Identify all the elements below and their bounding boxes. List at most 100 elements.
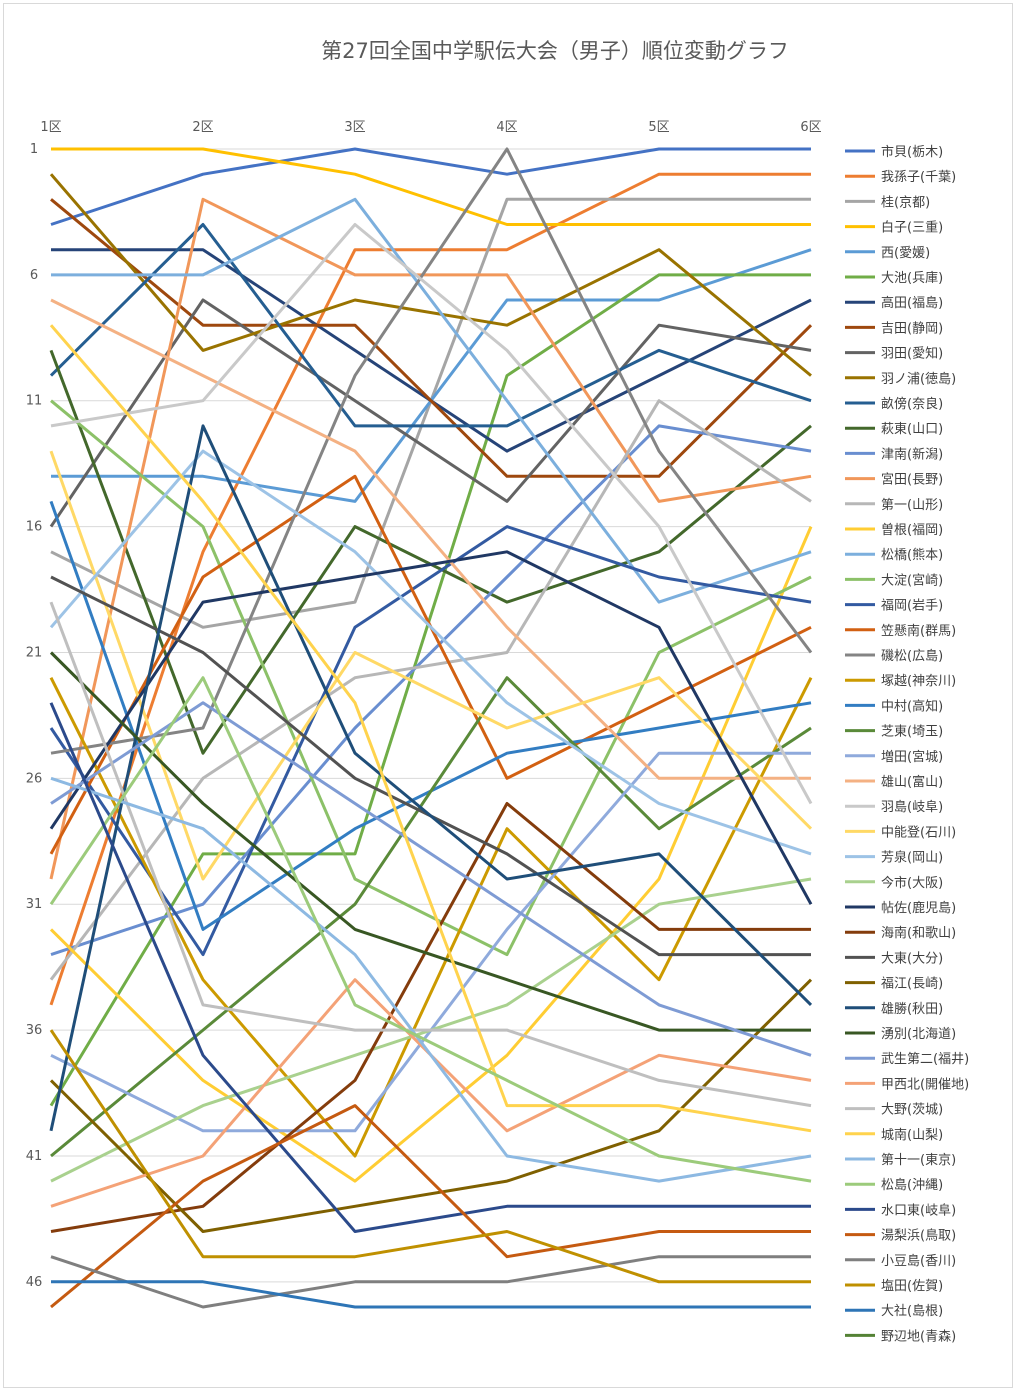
legend-label: 津南(新潟)	[881, 446, 943, 462]
legend-item: 水口東(岐阜)	[845, 1202, 956, 1218]
legend-label: 西(愛媛)	[881, 246, 930, 261]
series-line-29	[49, 449, 812, 856]
series-line-41	[50, 776, 812, 1183]
legend-item: 湧別(北海道)	[845, 1026, 956, 1042]
legend-label: 高田(福島)	[881, 295, 943, 311]
legend-item: 福江(長崎)	[845, 977, 943, 992]
series-line-21	[50, 147, 813, 755]
legend-item: 野辺地(青森)	[845, 1329, 956, 1344]
legend-label: 桂(京都)	[881, 195, 930, 210]
series-line-40	[49, 324, 812, 1133]
legend-item: 畝傍(奈良)	[845, 396, 943, 412]
x-tick-label: 4区	[496, 120, 517, 135]
legend-label: 羽ノ浦(徳島)	[881, 372, 956, 387]
legend-label: 市貝(栃木)	[881, 144, 943, 160]
legend-item: 中能登(石川)	[845, 825, 956, 840]
legend-label: 水口東(岐阜)	[881, 1202, 956, 1218]
legend-item: 笠懸南(群馬)	[845, 623, 956, 639]
legend-item: 雄山(富山)	[845, 774, 943, 790]
series-line-45	[50, 1255, 811, 1309]
series-line-39	[49, 601, 812, 1108]
legend-label: 中能登(石川)	[881, 825, 956, 840]
series-line-11	[49, 223, 812, 428]
legend-label: 芳泉(岡山)	[881, 850, 943, 866]
y-tick-label: 46	[26, 1275, 43, 1290]
legend-item: 磯松(広島)	[845, 649, 943, 664]
legend-item: 松橋(熊本)	[845, 547, 943, 563]
series-line-44	[50, 1104, 811, 1309]
legend-item: 西(愛媛)	[845, 246, 930, 261]
series-line-6	[49, 273, 811, 1107]
series-line-43	[49, 702, 811, 1233]
series-line-10	[49, 173, 812, 377]
x-tick-label: 6区	[800, 120, 821, 135]
series-line-46	[49, 1029, 811, 1284]
series-line-14	[49, 197, 812, 880]
legend-item: 萩東(山口)	[845, 421, 943, 437]
series-line-1	[50, 147, 811, 226]
x-tick-label: 3区	[344, 120, 365, 135]
legend-item: 大社(島根)	[845, 1303, 943, 1319]
legend-item: 大池(兵庫)	[845, 271, 943, 286]
legend-label: 湧別(北海道)	[881, 1026, 956, 1042]
series-line-34	[49, 978, 813, 1233]
legend-label: 塩田(佐賀)	[881, 1279, 943, 1294]
legend-item: 高田(福島)	[845, 295, 943, 311]
series-line-17	[51, 197, 812, 604]
legend-item: 福岡(岩手)	[845, 599, 943, 614]
legend: 市貝(栃木) 我孫子(千葉) 桂(京都) 白子(三重) 西(愛媛) 大池(兵庫) 高田(福島…	[845, 144, 969, 1344]
legend-item: 曽根(福岡)	[845, 523, 943, 538]
legend-item: 我孫子(千葉)	[845, 170, 956, 185]
legend-label: 大淀(宮崎)	[881, 572, 943, 588]
legend-label: 大東(大分)	[881, 950, 943, 966]
series-line-36	[49, 651, 811, 1032]
legend-label: 我孫子(千葉)	[881, 170, 956, 185]
legend-item: 帖佐(鹿児島)	[845, 900, 956, 916]
legend-label: 海南(和歌山)	[881, 925, 956, 941]
series-line-8	[50, 198, 813, 478]
legend-label: 羽島(岐阜)	[881, 799, 943, 815]
legend-label: 第一(山形)	[881, 498, 943, 513]
legend-label: 白子(三重)	[881, 220, 943, 236]
legend-item: 小豆島(香川)	[845, 1254, 956, 1269]
legend-item: 宮田(長野)	[845, 472, 943, 488]
legend-item: 羽田(愛知)	[845, 346, 943, 362]
legend-label: 笠懸南(群馬)	[881, 623, 956, 639]
legend-label: 雄勝(秋田)	[881, 1002, 943, 1017]
series-lines	[49, 147, 813, 1309]
y-tick-label: 41	[26, 1149, 43, 1164]
x-tick-label: 5区	[648, 120, 669, 135]
legend-item: 市貝(栃木)	[845, 144, 943, 160]
legend-label: 福岡(岩手)	[881, 599, 943, 614]
legend-item: 第一(山形)	[845, 498, 943, 513]
legend-item: 大淀(宮崎)	[845, 572, 943, 588]
y-tick-label: 16	[26, 520, 43, 535]
legend-label: 磯松(広島)	[881, 649, 943, 664]
legend-item: 羽島(岐阜)	[845, 799, 943, 815]
legend-item: 海南(和歌山)	[845, 925, 956, 941]
y-tick-label: 11	[26, 394, 43, 409]
legend-label: 中村(高知)	[881, 698, 943, 714]
legend-label: 大野(茨城)	[881, 1103, 943, 1118]
chart-title: 第27回全国中学駅伝大会（男子）順位変動グラフ	[321, 39, 789, 63]
legend-item: 桂(京都)	[845, 195, 930, 210]
series-line-13	[50, 424, 812, 957]
legend-item: 芝東(埼玉)	[845, 724, 943, 740]
legend-label: 畝傍(奈良)	[881, 396, 943, 412]
legend-label: 松橋(熊本)	[881, 547, 943, 563]
legend-label: 曽根(福岡)	[881, 523, 943, 538]
legend-item: 白子(三重)	[845, 220, 943, 236]
y-tick-label: 36	[26, 1023, 43, 1038]
series-line-32	[50, 802, 811, 1233]
legend-item: 塩田(佐賀)	[845, 1279, 943, 1294]
y-tick-label: 21	[26, 645, 43, 660]
y-tick-label: 1	[30, 142, 38, 157]
y-tick-label: 31	[26, 897, 43, 912]
legend-label: 萩東(山口)	[881, 421, 943, 437]
series-line-42	[49, 676, 812, 1183]
legend-label: 武生第二(福井)	[881, 1052, 969, 1067]
legend-label: 大池(兵庫)	[881, 271, 943, 286]
legend-label: 城南(山梨)	[881, 1127, 943, 1143]
